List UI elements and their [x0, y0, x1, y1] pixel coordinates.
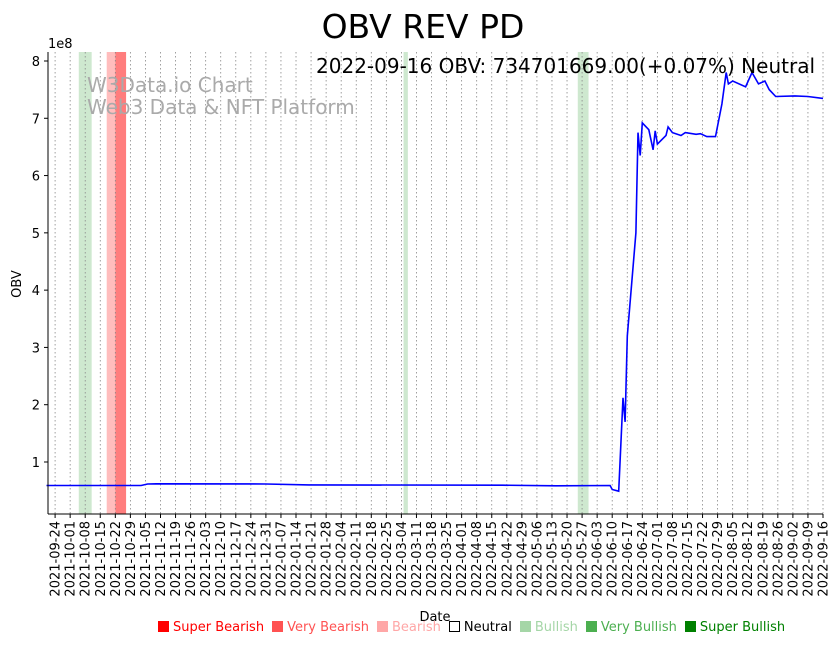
x-tick-label: 2022-05-13 — [545, 521, 560, 597]
legend-item: Super Bearish — [158, 620, 264, 635]
signal-band-very-bearish — [115, 52, 127, 514]
x-tick-label: 2022-04-29 — [515, 521, 530, 597]
watermark-line-1: W3Data.io Chart — [87, 73, 253, 97]
signal-band-bearish — [106, 52, 116, 514]
legend-item: Bullish — [519, 620, 578, 635]
legend-swatch — [376, 621, 388, 632]
y-tick-label: 3 — [32, 341, 40, 356]
y-tick-label: 7 — [32, 112, 40, 127]
x-tick-label: 2022-08-12 — [741, 521, 756, 597]
legend-swatch — [448, 621, 460, 632]
x-tick-label: 2022-09-09 — [801, 521, 816, 597]
legend-item: Super Bullish — [684, 620, 786, 635]
legend-swatch — [519, 621, 531, 632]
x-tick-label: 2021-11-19 — [169, 521, 184, 597]
x-tick-label: 2021-11-05 — [139, 521, 154, 597]
x-tick-label: 2022-08-05 — [726, 521, 741, 597]
x-tick-label: 2022-06-24 — [636, 521, 651, 597]
legend-swatch — [158, 621, 169, 632]
x-tick-label: 2021-10-08 — [79, 521, 94, 597]
x-tick-label: 2022-07-15 — [681, 521, 696, 597]
x-tick-label: 2022-05-20 — [561, 521, 576, 597]
x-tick-label: 2022-01-07 — [274, 521, 289, 597]
legend-swatch — [585, 621, 597, 632]
chart-title: OBV REV PD — [322, 7, 525, 46]
x-tick-label: 2022-02-04 — [335, 521, 350, 597]
y-offset-label: 1e8 — [48, 37, 73, 52]
x-tick-label: 2022-08-19 — [756, 521, 771, 597]
y-axis-label: OBV — [10, 270, 25, 298]
watermark-line-2: Web3 Data & NFT Platform — [87, 95, 355, 119]
legend-item: Very Bearish — [272, 620, 369, 635]
x-tick-label: 2022-03-25 — [440, 521, 455, 597]
x-tick-label: 2021-11-12 — [154, 521, 169, 597]
x-tick-label: 2022-09-16 — [817, 521, 832, 597]
legend-swatch — [272, 621, 284, 632]
legend-item: Very Bullish — [585, 620, 677, 635]
x-tick-label: 2021-12-17 — [229, 521, 244, 597]
x-tick-label: 2022-09-02 — [786, 521, 801, 597]
x-tick-label: 2022-05-27 — [576, 521, 591, 597]
y-tick-label: 2 — [32, 399, 40, 414]
x-tick-label: 2021-12-10 — [214, 521, 229, 597]
x-tick-label: 2022-06-10 — [606, 521, 621, 597]
x-tick-label: 2021-11-26 — [184, 521, 199, 597]
signal-band-bullish — [577, 52, 589, 514]
x-tick-label: 2021-09-24 — [49, 521, 64, 597]
legend-label: Neutral — [463, 620, 512, 635]
x-tick-label: 2022-08-26 — [771, 521, 786, 597]
x-tick-label: 2022-04-22 — [500, 521, 515, 597]
obv-series-line — [46, 70, 824, 493]
signal-band-bullish — [78, 52, 92, 514]
legend-swatch — [684, 621, 696, 632]
legend-item: Neutral — [448, 620, 512, 635]
x-tick-label: 2022-03-11 — [410, 521, 425, 597]
x-tick-label: 2022-01-28 — [320, 521, 335, 597]
x-tick-label: 2022-02-11 — [350, 521, 365, 597]
x-tick-label: 2022-07-01 — [651, 521, 666, 597]
x-tick-label: 2022-04-01 — [455, 521, 470, 597]
x-tick-label: 2022-03-18 — [425, 521, 440, 597]
y-tick-label: 8 — [32, 55, 40, 70]
y-tick-label: 5 — [32, 227, 40, 242]
x-tick-label: 2021-10-22 — [109, 521, 124, 597]
x-tick-label: 2021-12-31 — [259, 521, 274, 597]
x-tick-label: 2021-10-29 — [124, 521, 139, 597]
legend-label: Super Bearish — [173, 620, 265, 635]
legend-label: Very Bearish — [287, 620, 369, 635]
x-tick-label: 2022-04-08 — [470, 521, 485, 597]
x-tick-label: 2022-01-21 — [305, 521, 320, 597]
y-tick-label: 1 — [32, 456, 40, 471]
x-tick-label: 2022-04-15 — [485, 521, 500, 597]
x-tick-label: 2021-12-03 — [199, 521, 214, 597]
legend-item: Bearish — [376, 620, 441, 635]
legend-label: Super Bullish — [699, 620, 786, 635]
x-tick-label: 2022-05-06 — [530, 521, 545, 597]
x-tick-label: 2021-10-01 — [64, 521, 79, 597]
x-tick-label: 2022-07-29 — [711, 521, 726, 597]
x-tick-label: 2022-07-22 — [696, 521, 711, 597]
latest-value-annotation: 2022-09-16 OBV: 734701669.00(+0.07%) Neu… — [316, 54, 815, 78]
legend-label: Very Bullish — [600, 620, 677, 635]
x-tick-label: 2022-02-25 — [380, 521, 395, 597]
y-tick-label: 4 — [32, 284, 40, 299]
legend-label: Bullish — [534, 620, 578, 635]
y-tick-label: 6 — [32, 170, 40, 185]
x-tick-label: 2021-12-24 — [244, 521, 259, 597]
x-tick-label: 2022-01-14 — [290, 521, 305, 597]
signal-band-bullish — [403, 52, 408, 514]
x-tick-label: 2022-06-17 — [621, 521, 636, 597]
x-tick-label: 2022-02-18 — [365, 521, 380, 597]
x-axis-label: Date — [419, 610, 450, 625]
legend-label: Bearish — [391, 620, 441, 635]
x-tick-label: 2021-10-15 — [94, 521, 109, 597]
x-tick-label: 2022-06-03 — [591, 521, 606, 597]
legend: Super Bearish Very Bearish Bearish Neutral B… — [158, 620, 793, 635]
x-tick-label: 2022-03-04 — [395, 521, 410, 597]
x-tick-label: 2022-07-08 — [666, 521, 681, 597]
